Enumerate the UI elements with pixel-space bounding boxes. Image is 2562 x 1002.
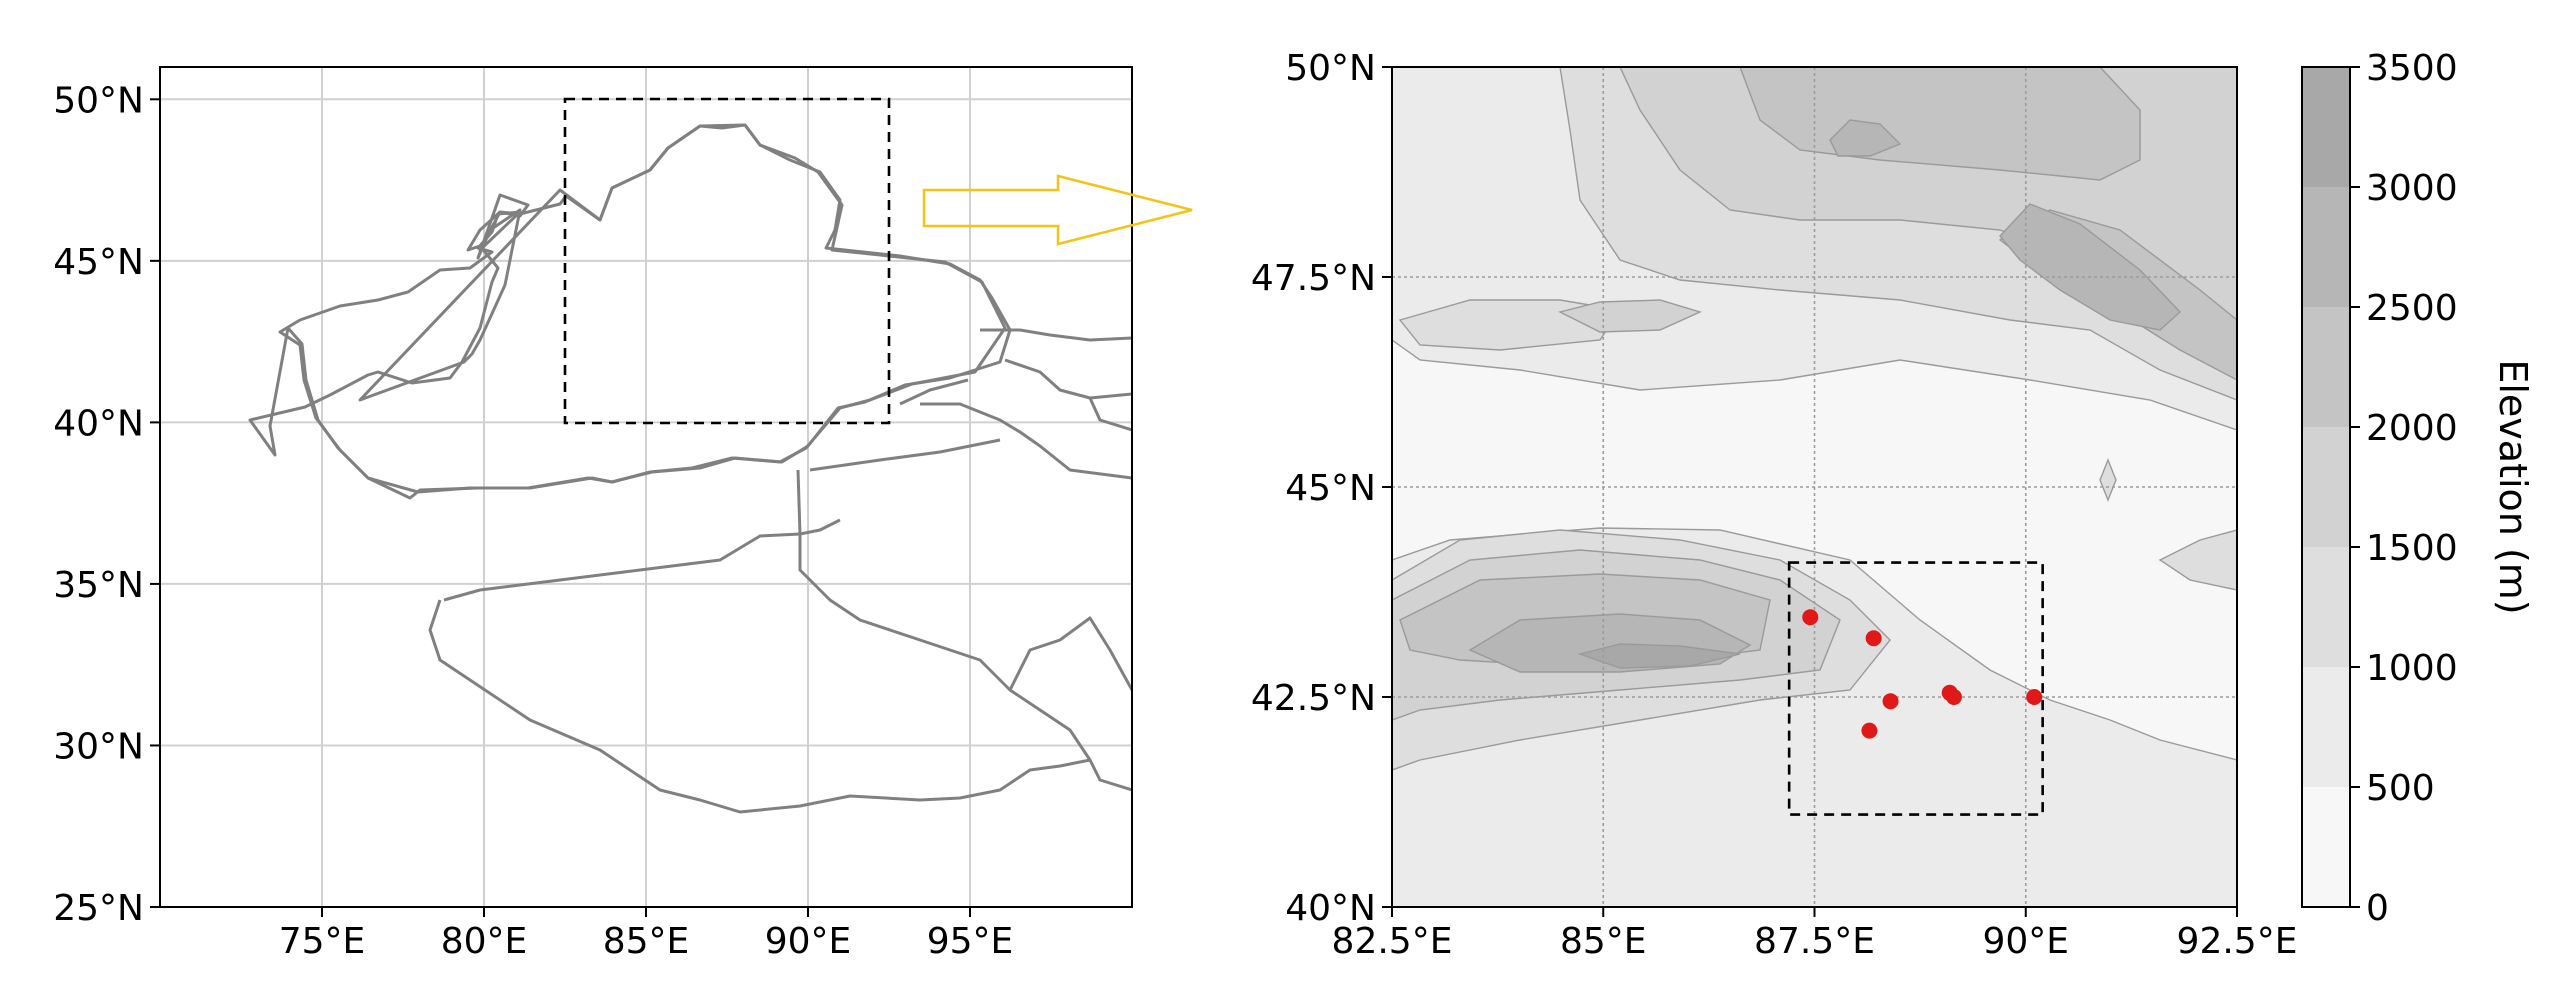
overview-lat-tick-label: 45°N (53, 242, 144, 283)
station-marker (1865, 630, 1882, 647)
overview-lat-tick-label: 35°N (53, 565, 144, 606)
colorbar-level (2302, 787, 2350, 907)
overview-study-box (563, 97, 891, 425)
elevation-lon-tick-label: 87.5°E (1754, 921, 1875, 962)
elevation-band-small-se (2158, 529, 2237, 591)
northeast-boundaries (799, 328, 1132, 536)
colorbar-level (2302, 67, 2350, 187)
weather-stations (1802, 609, 2043, 739)
colorbar-tick-label: 500 (2366, 768, 2435, 809)
overview-lat-tick-label: 25°N (53, 888, 144, 929)
colorbar-ticks: 0 500 1000 1500 2000 2500 3000 3500 (2350, 48, 2458, 929)
colorbar-frame (2301, 66, 2351, 908)
colorbar-tick-label: 3500 (2366, 48, 2458, 89)
colorbar-tick-label: 1500 (2366, 528, 2458, 569)
colorbar-level (2302, 547, 2350, 667)
elevation-lat-tick-label: 45°N (1285, 468, 1376, 509)
colorbar-tick-label: 1000 (2366, 648, 2458, 689)
overview-lon-tick-label: 85°E (603, 921, 690, 962)
elevation-band-2500-north (1829, 119, 1902, 157)
colorbar-tick-label: 3000 (2366, 168, 2458, 209)
elevation-lat-tick-label: 47.5°N (1251, 258, 1376, 299)
station-marker (1882, 693, 1899, 710)
overview-lat-tick-label: 30°N (53, 726, 144, 767)
elevation-band-2500-east (1999, 203, 2182, 331)
elevation-band-1500-ridge (1557, 299, 1702, 333)
xinjiang-outline (278, 123, 1007, 494)
colorbar-level (2302, 667, 2350, 787)
station-marker (1945, 689, 1962, 705)
elevation-lat-tick-label: 50°N (1285, 48, 1376, 89)
elevation-lon-tick-label: 92.5°E (2177, 921, 2298, 962)
colorbar-tick-label: 2000 (2366, 408, 2458, 449)
elevation-lon-tick-label: 85°E (1560, 921, 1647, 962)
overview-map: 75°E 80°E 85°E 90°E 95°E 25°N 30°N 35°N 40°N 45°N… (53, 66, 1133, 962)
elevation-lat-tick-label: 42.5°N (1251, 678, 1376, 719)
tibet-qinghai-boundary (428, 469, 1132, 814)
overview-lon-tick-label: 75°E (279, 921, 366, 962)
station-cluster-box (1787, 561, 2044, 816)
station-marker (1802, 609, 1819, 626)
colorbar: 0 500 1000 1500 2000 2500 3000 3500 Elevation (… (2301, 48, 2535, 929)
overview-axis-ticks: 75°E 80°E 85°E 90°E 95°E 25°N 30°N 35°N 40°N 45°N… (53, 80, 1013, 962)
elevation-lat-tick-label: 40°N (1285, 888, 1376, 929)
elevation-map: 82.5°E 85°E 87.5°E 90°E 92.5°E 40°N 42.5°N 45°N… (1251, 48, 2298, 962)
region-boundaries (248, 123, 1132, 814)
colorbar-level (2302, 187, 2350, 307)
overview-lat-tick-label: 50°N (53, 80, 144, 121)
elevation-band-3000-south (1577, 643, 1741, 669)
colorbar-level (2302, 427, 2350, 547)
overview-lat-tick-label: 40°N (53, 403, 144, 444)
colorbar-levels (2302, 67, 2350, 907)
colorbar-level (2302, 307, 2350, 427)
elevation-band-small-east (2099, 458, 2117, 502)
overview-lon-tick-label: 95°E (927, 921, 1014, 962)
overview-lon-tick-label: 90°E (765, 921, 852, 962)
elevation-lon-tick-label: 90°E (1982, 921, 2069, 962)
colorbar-tick-label: 2500 (2366, 288, 2458, 329)
elevation-lon-tick-label: 82.5°E (1332, 921, 1453, 962)
station-marker (1861, 722, 1878, 739)
elevation-axis-ticks: 82.5°E 85°E 87.5°E 90°E 92.5°E 40°N 42.5°N 45°N… (1251, 48, 2298, 962)
station-marker (2026, 689, 2043, 705)
colorbar-label: Elevation (m) (2491, 359, 2535, 614)
colorbar-tick-label: 0 (2366, 888, 2389, 929)
zoom-arrow (922, 174, 1193, 246)
overview-lon-tick-label: 80°E (441, 921, 528, 962)
